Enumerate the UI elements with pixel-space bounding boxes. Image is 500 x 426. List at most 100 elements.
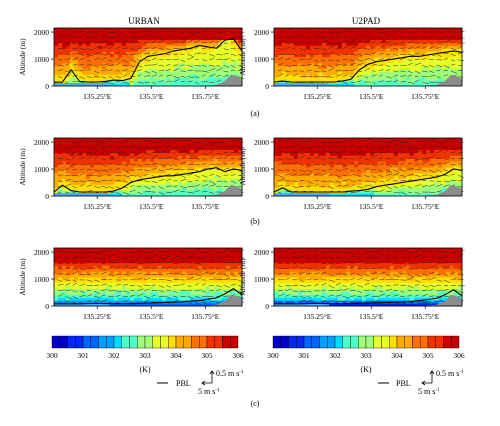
heatmap-cell [422,80,427,84]
heatmap-cell [182,33,187,38]
heatmap-cell [182,175,187,179]
heatmap-cell [222,138,227,142]
heatmap-cell [70,28,75,32]
heatmap-cell [294,54,299,58]
wind-vector [429,75,436,77]
heatmap-cell [338,187,343,191]
heatmap-cell [346,187,351,191]
heatmap-cell [70,268,75,272]
heatmap-cell [234,45,239,49]
heatmap-cell [330,146,335,150]
wind-vector [371,37,377,39]
heatmap-cell [326,172,331,177]
heatmap-cell [298,59,303,64]
heatmap-cell [406,149,411,153]
heatmap-cell [202,36,207,40]
heatmap-cell [74,80,79,84]
heatmap-cell [306,51,311,55]
heatmap-cell [174,42,179,46]
heatmap-cell [322,57,327,61]
wind-vector [72,141,79,144]
heatmap-cell [154,57,159,61]
heatmap-cell [362,54,367,58]
heatmap-cell [214,181,219,185]
wind-vector [400,152,406,154]
heatmap-cell [226,48,231,52]
heatmap-cell [426,48,431,52]
wind-vector [65,167,70,171]
heatmap-cell [82,62,87,67]
heatmap-cell [322,71,327,75]
heatmap-cell [150,140,155,145]
heatmap-cell [398,149,403,153]
heatmap-cell [310,42,315,46]
heatmap-cell [426,161,431,165]
heatmap-cell [426,77,431,81]
heatmap-cell [114,59,119,64]
heatmap-cell [398,65,403,69]
wind-vector [393,151,399,154]
wind-vector [357,163,363,165]
heatmap-cell [62,256,67,260]
heatmap-cell [442,30,447,35]
heatmap-cell [54,48,59,52]
wind-vector [173,185,178,187]
wind-vector [400,191,407,195]
heatmap-cell [390,184,395,188]
heatmap-cell [294,77,299,81]
heatmap-cell [386,42,391,46]
heatmap-cell [214,33,219,38]
heatmap-cell [446,143,451,148]
heatmap-cell [378,33,383,38]
heatmap-cell [410,71,415,75]
heatmap-cell [142,42,147,46]
heatmap-cell [98,39,103,43]
heatmap-cell [174,39,179,43]
wind-vector [223,162,229,165]
heatmap-cell [334,33,339,38]
heatmap-cell [422,77,427,81]
y-tick-label: 2000 [34,28,49,37]
heatmap-cell [458,36,463,40]
heatmap-cell [178,169,183,174]
heatmap-cell [150,57,155,61]
heatmap-cell [58,167,63,171]
heatmap-cell [298,28,303,32]
wind-vector [180,80,186,83]
heatmap-cell [334,45,339,49]
heatmap-cell [310,155,315,159]
heatmap-cell [338,181,343,185]
wind-vector [57,34,65,38]
heatmap-cell [174,28,179,32]
heatmap-cell [166,36,171,40]
heatmap-cell [426,190,431,194]
heatmap-cell [74,294,79,298]
heatmap-cell [114,178,119,182]
heatmap-cell [346,45,351,49]
heatmap-cell [318,167,323,171]
heatmap-cell [54,274,59,278]
heatmap-cell [374,172,379,177]
heatmap-cell [282,181,287,185]
heatmap-cell [386,33,391,38]
wind-vector [122,34,128,38]
heatmap-cell [134,45,139,49]
heatmap-cell [362,36,367,40]
heatmap-cell [334,68,339,72]
heatmap-cell [106,167,111,171]
heatmap-cell [334,178,339,182]
heatmap-cell [282,172,287,177]
heatmap-cell [418,149,423,153]
heatmap-cell [166,190,171,194]
heatmap-cell [118,42,123,46]
heatmap-cell [210,39,215,43]
heatmap-cell [214,161,219,165]
heatmap-cell [142,77,147,81]
heatmap-cell [158,158,163,162]
heatmap-cell [282,71,287,75]
heatmap-cell [398,140,403,145]
heatmap-cell [190,143,195,148]
heatmap-cell [162,167,167,171]
heatmap-cell [314,68,319,72]
heatmap-cell [142,80,147,84]
